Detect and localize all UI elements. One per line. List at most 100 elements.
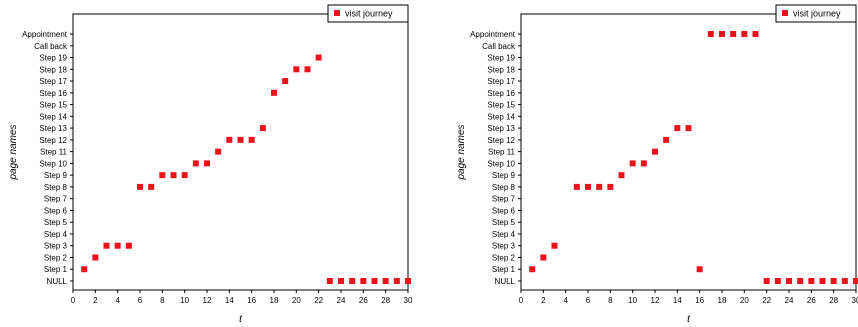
data-point: [271, 89, 277, 96]
x-tick-label: 26: [807, 296, 816, 305]
data-point: [204, 160, 210, 167]
data-point: [103, 242, 110, 249]
y-tick-label: Step 11: [488, 148, 516, 157]
y-tick-label: Call back: [34, 42, 68, 51]
data-point: [529, 266, 536, 273]
y-tick-label: Step 10: [39, 159, 67, 168]
data-point: [92, 254, 99, 261]
y-tick-label: NULL: [47, 277, 68, 286]
data-point: [741, 31, 748, 37]
x-tick-label: 20: [740, 296, 749, 305]
data-point: [248, 136, 255, 143]
y-axis-title: page names: [8, 124, 19, 180]
x-tick-label: 30: [404, 296, 413, 305]
x-tick-label: 22: [314, 296, 323, 305]
y-tick-label: Step 15: [487, 101, 515, 110]
legend-marker: [334, 10, 340, 16]
x-tick-label: 2: [541, 296, 546, 305]
data-point: [159, 172, 166, 179]
y-tick-label: Step 7: [44, 195, 68, 204]
data-point: [137, 183, 143, 190]
y-tick-label: Step 14: [487, 112, 515, 121]
y-tick-label: Step 2: [44, 253, 68, 262]
y-tick-label: Step 9: [492, 171, 516, 180]
data-point: [148, 183, 155, 190]
y-tick-label: Step 5: [44, 218, 68, 227]
data-point: [819, 278, 826, 284]
x-tick-label: 14: [225, 296, 234, 305]
data-point: [382, 278, 389, 284]
x-tick-label: 14: [673, 296, 682, 305]
plot-frame: [520, 13, 857, 291]
data-point: [596, 183, 603, 190]
x-axis-title: t: [239, 314, 243, 325]
data-point: [315, 54, 322, 61]
x-tick-label: 8: [608, 296, 613, 305]
data-point: [393, 278, 400, 284]
y-tick-label: Step 14: [39, 112, 67, 121]
y-axis-title: page names: [456, 124, 467, 180]
data-point: [304, 66, 311, 73]
plot-frame: [72, 13, 409, 291]
data-point: [192, 160, 199, 167]
data-point: [674, 125, 681, 132]
y-tick-label: Step 4: [44, 230, 68, 239]
data-point: [338, 278, 344, 284]
y-tick-label: Appointment: [22, 30, 68, 39]
x-tick-label: 0: [519, 296, 524, 305]
x-axis-title: t: [687, 314, 691, 325]
y-tick-label: Step 13: [39, 124, 67, 133]
y-tick-label: Step 6: [44, 206, 68, 215]
legend-label: visit journey: [793, 9, 841, 19]
y-tick-label: Step 5: [492, 218, 516, 227]
data-point: [293, 66, 300, 73]
data-point: [170, 172, 177, 179]
y-tick-label: Step 19: [487, 54, 515, 63]
data-point: [371, 278, 378, 284]
x-tick-label: 12: [203, 296, 212, 305]
y-tick-label: Step 8: [492, 183, 516, 192]
x-tick-label: 22: [762, 296, 771, 305]
data-point: [551, 242, 558, 249]
y-tick-label: Step 3: [492, 242, 516, 251]
x-tick-label: 28: [829, 296, 838, 305]
data-point: [841, 278, 848, 284]
data-point: [719, 31, 725, 37]
legend-box: [775, 4, 857, 23]
data-point: [181, 172, 188, 179]
y-tick-label: Step 3: [44, 242, 68, 251]
x-tick-label: 4: [115, 296, 120, 305]
y-tick-label: Step 16: [39, 89, 67, 98]
data-point: [326, 278, 333, 284]
x-tick-label: 10: [628, 296, 637, 305]
data-point: [81, 266, 88, 273]
data-point: [259, 125, 266, 132]
data-point: [808, 278, 815, 284]
data-point: [786, 278, 792, 284]
data-point: [607, 183, 614, 190]
y-tick-label: Step 15: [39, 101, 67, 110]
x-tick-label: 2: [93, 296, 98, 305]
x-tick-label: 16: [695, 296, 704, 305]
data-point: [226, 136, 233, 143]
data-point: [652, 148, 658, 155]
legend-label: visit journey: [345, 9, 393, 19]
legend-marker: [782, 10, 788, 16]
data-point: [349, 278, 356, 284]
x-tick-label: 18: [718, 296, 727, 305]
data-point: [629, 160, 636, 167]
data-point: [640, 160, 647, 167]
y-tick-label: Step 8: [44, 183, 68, 192]
y-tick-label: Step 9: [44, 171, 68, 180]
data-point: [125, 242, 132, 249]
y-tick-label: Step 17: [39, 77, 67, 86]
y-tick-label: Step 18: [39, 65, 67, 74]
data-point: [360, 278, 367, 284]
x-tick-label: 20: [292, 296, 301, 305]
x-tick-label: 18: [270, 296, 279, 305]
data-point: [730, 31, 737, 37]
data-point: [540, 254, 547, 261]
data-point: [797, 278, 804, 284]
